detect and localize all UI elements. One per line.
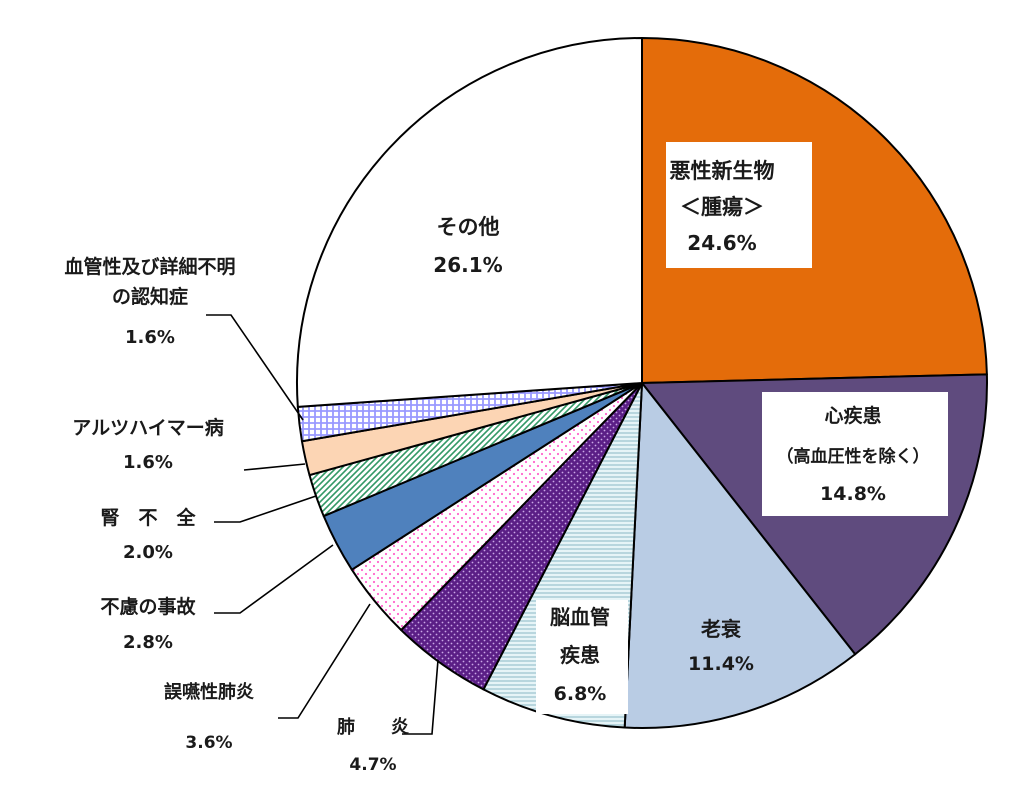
slice-labels: 悪性新生物 ＜腫瘍＞ 24.6% 心疾患 （高血圧性を除く） 14.8% 老衰 11.4% 脳血… xyxy=(64,159,929,775)
slice-label-10-line-1: 血管性及び詳細不明 xyxy=(64,255,235,278)
slice-label-1-line-1: 悪性新生物 xyxy=(670,159,775,183)
slice-label-6-line-1: 誤嚥性肺炎 xyxy=(164,681,254,703)
slice-value-label-8: 2.0% xyxy=(123,542,173,563)
slice-label-4-line-1: 脳血管 xyxy=(549,605,610,629)
pie-slice-1 xyxy=(641,37,988,384)
slice-value-label-10: 1.6% xyxy=(125,327,175,348)
label-box-1 xyxy=(666,142,812,268)
slice-value-label-5: 4.7% xyxy=(349,755,396,775)
slice-value-label-6: 3.6% xyxy=(185,733,232,753)
label-box-4 xyxy=(536,600,628,714)
leader-line-10 xyxy=(206,314,304,421)
slice-label-2-line-2: （高血圧性を除く） xyxy=(777,446,930,467)
pie-slice-3 xyxy=(623,382,857,729)
slice-label-9-line-1: アルツハイマー病 xyxy=(72,416,223,439)
slice-label-5-line-1: 肺 炎 xyxy=(337,717,409,738)
slice-value-label-7: 2.8% xyxy=(123,632,173,653)
slice-label-11-line-1: その他 xyxy=(437,215,500,239)
leader-line-5 xyxy=(402,659,439,735)
slice-label-4-line-2: 疾患 xyxy=(560,643,600,667)
slice-value-label-4: 6.8% xyxy=(554,683,607,705)
slice-value-label-3: 11.4% xyxy=(688,653,754,675)
slice-label-8-line-1: 腎 不 全 xyxy=(100,506,196,529)
slice-label-3-line-1: 老衰 xyxy=(701,617,742,641)
slice-value-label-9: 1.6% xyxy=(123,452,173,473)
leader-line-8 xyxy=(214,495,317,523)
leader-line-9 xyxy=(243,463,306,471)
leader-line-6 xyxy=(278,603,371,719)
slice-label-7-line-1: 不慮の事故 xyxy=(100,595,196,618)
pie-slice-11 xyxy=(296,37,643,408)
slice-value-label-2: 14.8% xyxy=(820,483,886,505)
slice-value-label-1: 24.6% xyxy=(687,231,756,255)
slice-label-2-line-1: 心疾患 xyxy=(824,404,881,427)
pie-slices xyxy=(296,37,988,729)
leader-lines xyxy=(206,314,439,735)
slice-label-1-line-2: ＜腫瘍＞ xyxy=(680,195,764,219)
slice-value-label-11: 26.1% xyxy=(433,253,502,277)
leader-line-7 xyxy=(214,544,334,614)
label-box-2 xyxy=(762,392,948,516)
label-boxes xyxy=(536,142,948,714)
slice-label-10-line-2: の認知症 xyxy=(112,285,188,308)
